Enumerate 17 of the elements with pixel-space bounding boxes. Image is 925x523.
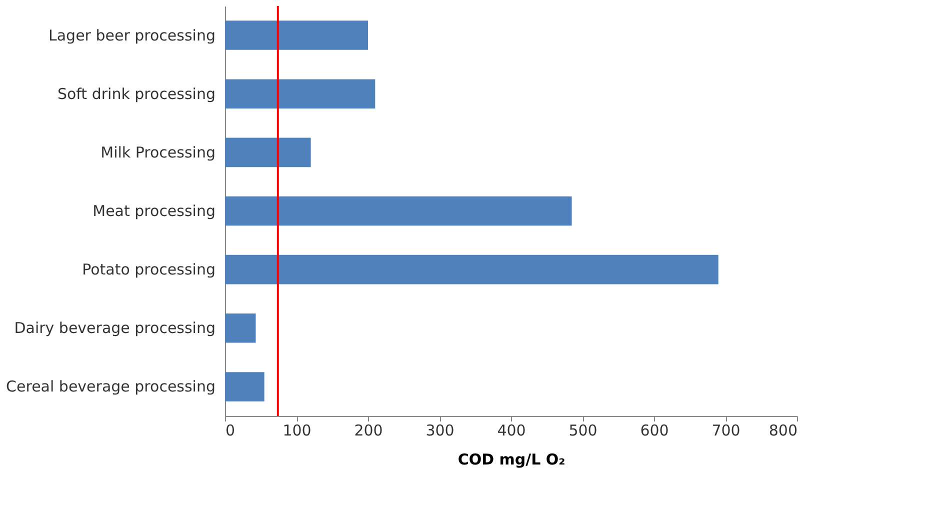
x-tick-label: 800 bbox=[768, 422, 798, 440]
x-axis-title: COD mg/L O₂ bbox=[458, 450, 566, 468]
x-tick-label: 500 bbox=[568, 422, 598, 440]
y-tick-label: Soft drink processing bbox=[57, 84, 216, 103]
y-tick-label: Potato processing bbox=[82, 260, 216, 279]
x-tick-label: 300 bbox=[426, 422, 454, 440]
x-tick-label: 100 bbox=[282, 422, 312, 440]
y-tick-label: Meat processing bbox=[92, 202, 216, 220]
x-tick-label: 600 bbox=[640, 422, 669, 440]
y-tick-label: Dairy beverage processing bbox=[14, 319, 216, 338]
y-tick-label: Milk Processing bbox=[100, 143, 216, 162]
x-tick-label: 0 bbox=[226, 422, 236, 440]
x-tick-label: 200 bbox=[354, 422, 383, 440]
y-tick-label: Cereal beverage processing bbox=[6, 378, 216, 396]
y-tick-label: Lager beer processing bbox=[48, 26, 216, 44]
x-tick-label: 700 bbox=[712, 422, 740, 440]
x-tick-label: 400 bbox=[497, 422, 526, 440]
